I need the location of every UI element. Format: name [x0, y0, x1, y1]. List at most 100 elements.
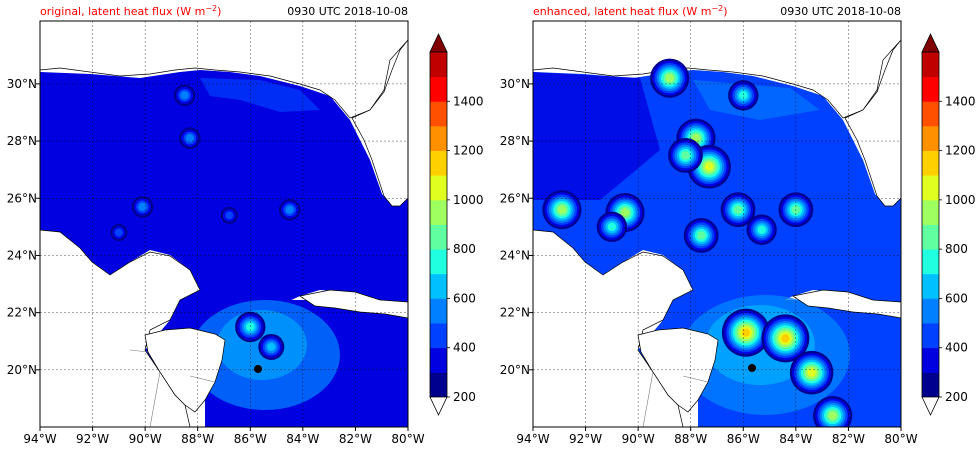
colorbar-segment — [430, 323, 447, 349]
colorbar-segment — [430, 372, 447, 398]
land-florida — [844, 39, 901, 207]
colorbar-under-arrow — [429, 396, 448, 416]
hotspot-mark — [739, 91, 748, 100]
hotspot-mark — [138, 202, 147, 212]
map-field — [533, 21, 901, 427]
x-tick-label: 92°W — [76, 432, 109, 446]
colorbar-segment — [922, 125, 939, 151]
x-tick-label: 88°W — [674, 432, 707, 446]
colorbar-segment — [922, 273, 939, 299]
map-frame — [39, 20, 409, 428]
hotspot-mark — [607, 222, 617, 232]
colorbar-tick-label: 1400 — [945, 94, 976, 108]
hotspot-mark — [733, 205, 743, 214]
y-tick-label: 26°N — [7, 191, 37, 205]
x-tick-label: 86°W — [234, 432, 267, 446]
y-tick-label: 24°N — [7, 248, 37, 262]
panel-original: original, latent heat flux (W m−2) 0930 … — [7, 4, 425, 446]
colorbar-segment — [430, 347, 447, 373]
colorbar-segment — [430, 273, 447, 299]
land-florida — [351, 39, 408, 207]
colorbar-segment — [922, 249, 939, 275]
colorbar-segment — [430, 175, 447, 201]
hotspot-mark — [180, 91, 189, 100]
hotspot-mark — [681, 151, 690, 160]
colorbar-segment — [922, 150, 939, 176]
colorbar-tick-label: 600 — [453, 291, 476, 305]
y-tick-label: 20°N — [7, 363, 37, 377]
colorbar-segment — [430, 224, 447, 250]
y-tick-label: 24°N — [500, 248, 530, 262]
hotspot-mark — [741, 328, 751, 337]
x-tick-label: 94°W — [516, 432, 549, 446]
hotspot-mark — [697, 231, 706, 240]
y-tick-label: 20°N — [500, 363, 530, 377]
colorbar-segment — [430, 52, 447, 78]
y-tick-label: 30°N — [500, 77, 530, 91]
colorbar-segment — [922, 199, 939, 225]
hotspot-mark — [114, 228, 124, 237]
land-north — [40, 21, 408, 119]
x-tick-label: 94°W — [23, 432, 56, 446]
gulf-water-field — [40, 70, 408, 405]
map-field — [40, 21, 408, 427]
hurricane-eye — [748, 364, 756, 372]
x-tick-label: 88°W — [181, 432, 214, 446]
colorbar-over-arrow — [921, 33, 940, 53]
land-cuba — [792, 289, 901, 319]
hotspot-mark — [757, 225, 766, 234]
colorbar-segment — [430, 101, 447, 127]
hotspot-mark — [807, 368, 816, 377]
colorbar-segment — [922, 224, 939, 250]
colorbar-segment — [430, 125, 447, 151]
hurricane-eye — [254, 365, 262, 373]
colorbar-segment — [430, 249, 447, 275]
y-tick-label: 22°N — [500, 306, 530, 320]
colorbar-segment — [922, 298, 939, 324]
hotspot-mark — [267, 342, 276, 352]
colorbar-segment — [922, 101, 939, 127]
colorbar-enhanced: 200 400 600 800 1000 1200 1400 — [921, 33, 976, 416]
x-tick-label: 90°W — [129, 432, 162, 446]
panel-enhanced: enhanced, latent heat flux (W m−2) 0930 … — [500, 4, 918, 446]
colorbar-tick-label: 400 — [945, 341, 968, 355]
hotspot-mark — [665, 73, 674, 83]
x-tick-label: 84°W — [286, 432, 319, 446]
colorbar-segment — [922, 52, 939, 78]
graticule — [533, 21, 901, 427]
colorbar-tick-label: 1200 — [945, 144, 976, 158]
colorbar-segment — [922, 175, 939, 201]
hotspot-mark — [285, 205, 294, 214]
x-tick-label: 80°W — [884, 432, 917, 446]
colorbar-tick-label: 1000 — [945, 193, 976, 207]
x-tick-label: 82°W — [832, 432, 865, 446]
y-tick-label: 28°N — [7, 134, 37, 148]
colorbar-tick-label: 800 — [453, 242, 476, 256]
x-tick-label: 82°W — [339, 432, 372, 446]
hotspot-mark — [781, 334, 790, 343]
y-tick-label: 26°N — [500, 191, 530, 205]
colorbar-tick-label: 1200 — [453, 144, 484, 158]
panel-title-right: enhanced, latent heat flux (W m−2) — [533, 4, 728, 18]
hotspot-layer — [542, 58, 853, 427]
colorbar-segment — [922, 372, 939, 398]
panel-time-label: 0930 UTC 2018-10-08 — [287, 5, 408, 18]
x-tick-label: 90°W — [622, 432, 655, 446]
colorbar-segment — [922, 76, 939, 102]
land-cuba — [299, 289, 408, 319]
hotspot-mark — [557, 205, 567, 214]
x-tick-label: 92°W — [569, 432, 602, 446]
panel-time-label: 0930 UTC 2018-10-08 — [780, 5, 901, 18]
colorbar-segment — [922, 347, 939, 373]
map-frame — [532, 20, 902, 428]
colorbar-tick-label: 600 — [945, 291, 968, 305]
colorbar-segment — [922, 323, 939, 349]
colorbar-original: 200 400 600 800 1000 1200 1400 — [429, 33, 484, 416]
y-tick-label: 22°N — [7, 306, 37, 320]
colorbar-segment — [430, 298, 447, 324]
hotspot-mark — [704, 162, 714, 172]
panel-title-left: original, latent heat flux (W m−2) — [40, 4, 221, 18]
y-tick-label: 30°N — [7, 77, 37, 91]
colorbar-tick-label: 200 — [945, 390, 968, 404]
x-tick-label: 84°W — [779, 432, 812, 446]
